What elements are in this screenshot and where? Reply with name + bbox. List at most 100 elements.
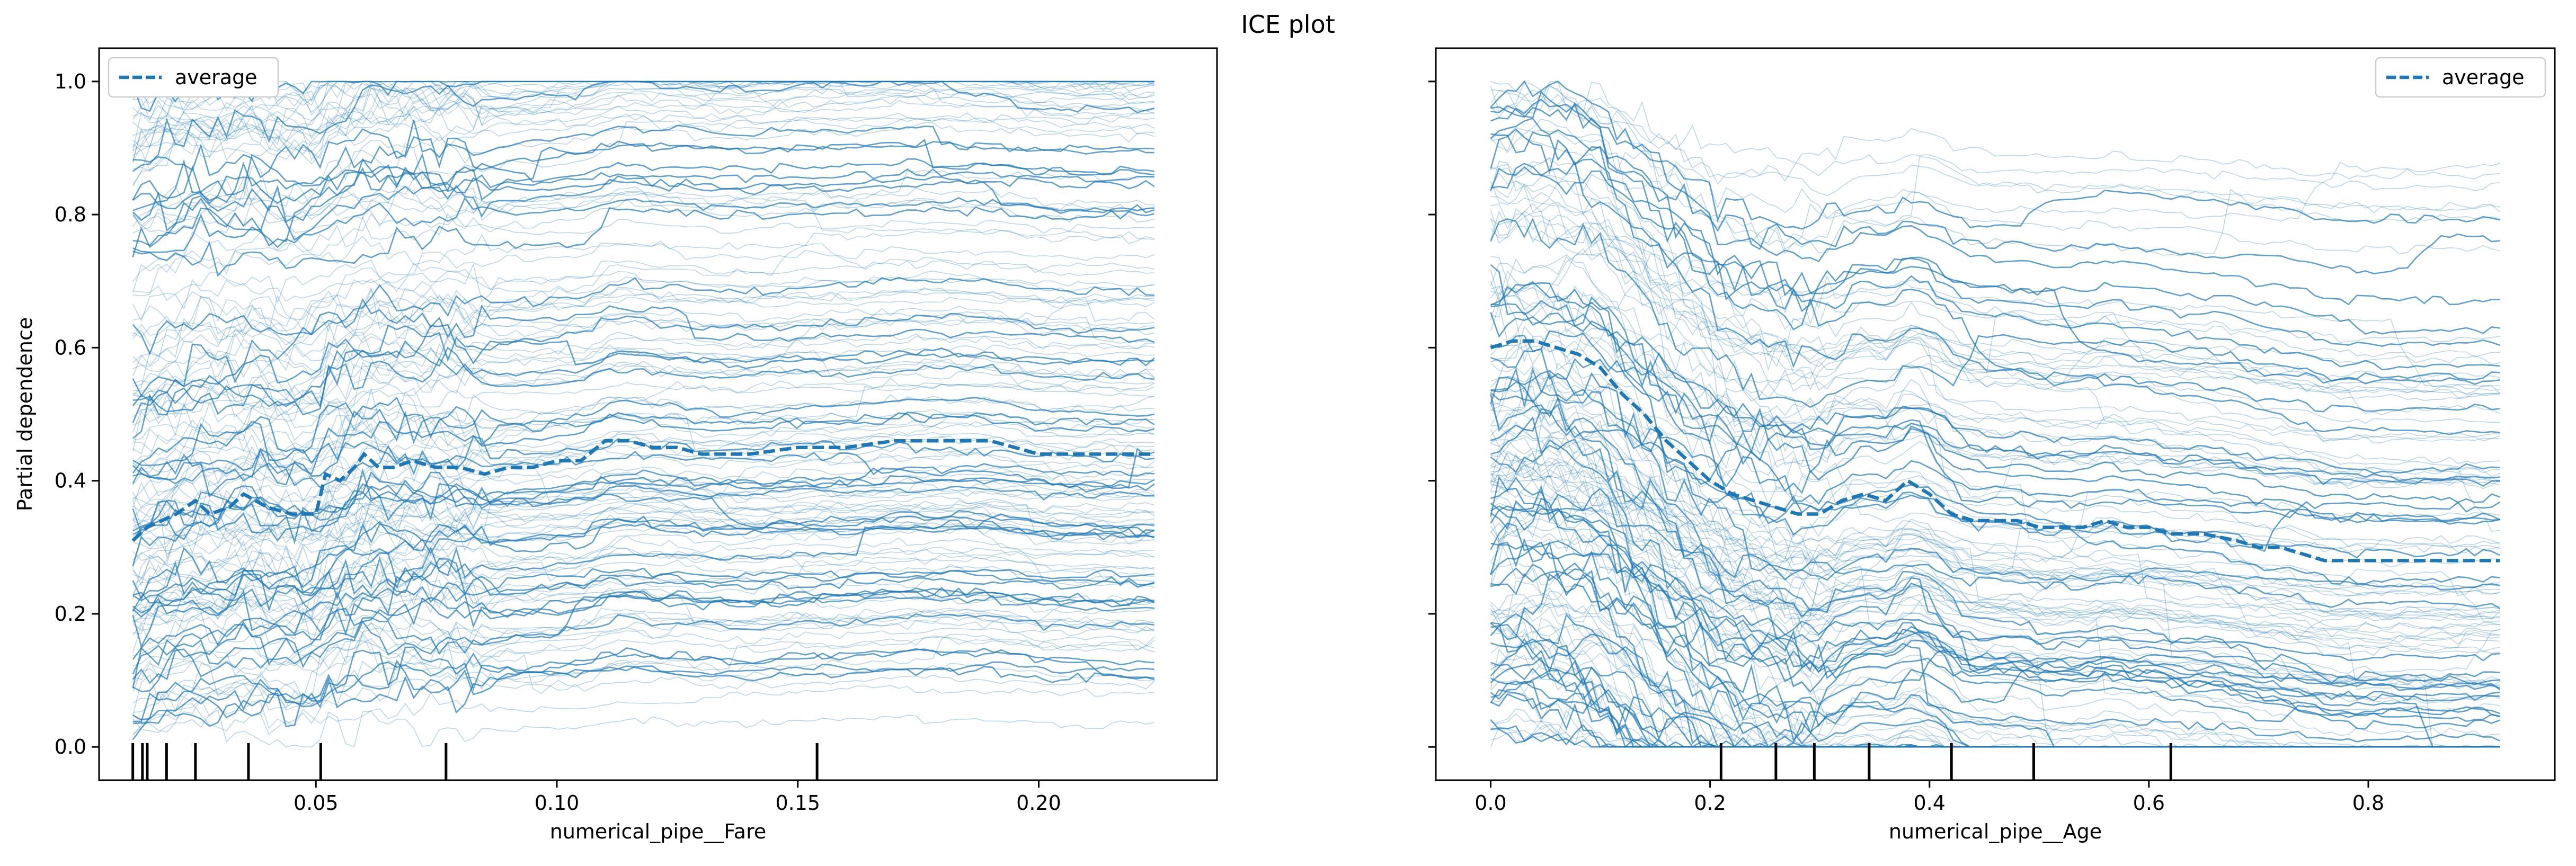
ice-line <box>1490 85 2500 185</box>
x-axis-label-age: numerical_pipe__Age <box>1889 820 2102 843</box>
ice-line <box>132 294 1155 332</box>
ice-line <box>1490 457 2500 596</box>
x-tick-label: 0.6 <box>2133 791 2165 815</box>
ice-line <box>132 499 1154 548</box>
ice-line <box>132 81 1154 121</box>
ice-line <box>132 92 1154 163</box>
ice-line <box>132 448 1155 535</box>
ice-line <box>1490 491 2500 638</box>
ice-line <box>1490 392 2500 730</box>
x-tick-label: 0.4 <box>1914 791 1946 815</box>
ice-line <box>132 535 1154 594</box>
ice-line <box>132 517 1155 586</box>
ice-line <box>132 361 1155 452</box>
y-tick-label: 1.0 <box>55 70 86 93</box>
ice-line <box>132 636 1155 735</box>
ice-line <box>132 408 1155 466</box>
ice-line <box>1490 118 2500 275</box>
ice-line <box>132 81 1155 120</box>
ice-line <box>132 358 1154 426</box>
ice-line <box>132 412 1155 498</box>
legend-fare: average <box>108 57 279 98</box>
ice-line <box>132 599 1155 666</box>
ice-line <box>132 81 1155 161</box>
ice-line <box>1490 501 2500 631</box>
ice-line <box>1490 408 2500 680</box>
ice-line <box>132 298 1154 396</box>
ice-line <box>132 638 1155 716</box>
ice-line <box>132 582 1155 660</box>
ice-line <box>132 305 1154 370</box>
ice-line <box>1490 569 2501 743</box>
ice-line <box>1490 81 2500 191</box>
ice-line <box>1490 91 2500 347</box>
ice-line <box>1490 256 2500 590</box>
ice-line <box>1490 181 2500 532</box>
ice-line <box>132 287 1154 387</box>
ice-line <box>132 587 1154 684</box>
ice-line <box>132 709 1154 748</box>
ice-line <box>1490 452 2500 656</box>
ice-line <box>132 519 1154 612</box>
x-tick-label: 0.8 <box>2352 791 2384 815</box>
ice-line <box>132 153 1154 203</box>
ice-line <box>132 685 1154 735</box>
ice-line <box>132 505 1155 586</box>
x-tick-label: 0.10 <box>535 791 580 815</box>
ice-line <box>132 633 1155 735</box>
ice-line <box>132 617 1154 686</box>
rug-age <box>1719 743 2172 780</box>
ice-line <box>132 501 1154 559</box>
ice-line <box>1490 423 2500 643</box>
axes-frame-fare <box>98 47 1218 781</box>
ice-line <box>132 465 1155 541</box>
ice-line <box>132 547 1154 623</box>
ice-line <box>1490 270 2500 391</box>
ice-line <box>132 444 1154 488</box>
ice-line <box>1490 429 2500 628</box>
ice-line <box>1490 157 2500 401</box>
ice-line <box>1490 160 2500 442</box>
ice-line <box>132 169 1154 234</box>
ice-line <box>1490 538 2500 745</box>
ice-line <box>1490 422 2500 639</box>
ice-line <box>132 122 1155 222</box>
x-tick-label: 0.0 <box>1474 791 1506 815</box>
ice-line <box>132 187 1154 233</box>
ice-line <box>1490 282 2500 525</box>
ice-line <box>1490 525 2500 687</box>
figure-title: ICE plot <box>1241 10 1335 39</box>
ice-line <box>132 81 1154 101</box>
ice-line <box>132 377 1155 449</box>
ice-line <box>132 382 1155 454</box>
ice-line <box>1490 523 2500 711</box>
ice-line <box>1490 325 2500 489</box>
ice-line <box>132 318 1154 419</box>
ice-line <box>132 662 1154 723</box>
ice-line <box>1490 180 2500 389</box>
ice-line <box>132 646 1154 740</box>
ice-line <box>1490 248 2500 381</box>
x-tick-label: 0.2 <box>1694 791 1726 815</box>
ice-line <box>132 501 1154 587</box>
ice-line <box>132 527 1154 623</box>
ice-line <box>132 257 1154 337</box>
ice-line <box>132 396 1155 474</box>
legend-box-fare <box>108 57 279 98</box>
ice-line <box>1490 505 2500 748</box>
ice-line <box>1490 160 2500 413</box>
ice-line <box>1490 172 2500 464</box>
axes-frame-age <box>1435 47 2556 781</box>
ice-line <box>1490 203 2500 424</box>
ice-line <box>1490 210 2500 444</box>
ice-line <box>1490 613 2500 748</box>
ice-line <box>132 540 1154 624</box>
x-tick-label: 0.15 <box>775 791 820 815</box>
ice-line <box>1490 487 2500 591</box>
ice-line <box>1490 500 2500 702</box>
ice-line <box>1490 210 2500 391</box>
ice-lines-fare <box>132 80 1155 748</box>
chart-panel-age: 0.0 0.2 0.4 0.6 0.8 numerical_pipe__Age aver… <box>1428 47 2556 843</box>
ice-line <box>1490 437 2500 688</box>
